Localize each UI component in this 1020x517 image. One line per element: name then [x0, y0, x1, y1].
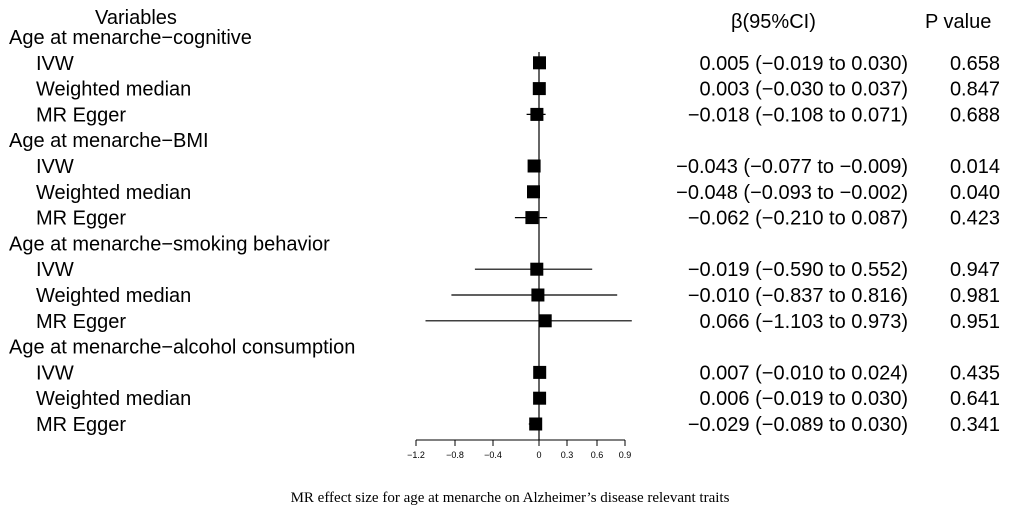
point-estimate — [538, 314, 552, 328]
forest-rows: Age at menarche−cognitive IVW 0.005 (−0.01… — [9, 27, 1000, 436]
group-label: Age at menarche−cognitive — [9, 27, 252, 49]
method-label: Weighted median — [36, 79, 191, 101]
p-value: 0.981 — [950, 285, 1000, 307]
header-beta-ci: β(95%CI) — [731, 11, 816, 33]
method-label: Weighted median — [36, 182, 191, 204]
p-value: 0.947 — [950, 259, 1000, 281]
beta-ci-value: 0.007 (−0.010 to 0.024) — [700, 362, 909, 384]
p-value: 0.040 — [950, 182, 1000, 204]
point-estimate — [527, 159, 541, 173]
beta-ci-value: −0.043 (−0.077 to −0.009) — [676, 156, 908, 178]
point-estimate — [530, 262, 544, 276]
header-p-value: P value — [925, 11, 991, 33]
p-value: 0.658 — [950, 53, 1000, 75]
point-estimate — [530, 107, 544, 121]
beta-ci-value: −0.019 (−0.590 to 0.552) — [688, 259, 908, 281]
group-label: Age at menarche−BMI — [9, 130, 209, 152]
header-variables: Variables — [95, 7, 177, 29]
point-estimate — [525, 211, 539, 225]
beta-ci-value: 0.006 (−0.019 to 0.030) — [700, 388, 909, 410]
method-label: IVW — [36, 156, 74, 178]
beta-ci-value: −0.018 (−0.108 to 0.071) — [688, 104, 908, 126]
p-value: 0.423 — [950, 208, 1000, 230]
method-label: Weighted median — [36, 285, 191, 307]
beta-ci-value: −0.010 (−0.837 to 0.816) — [688, 285, 908, 307]
method-label: IVW — [36, 259, 74, 281]
p-value: 0.847 — [950, 79, 1000, 101]
beta-ci-value: 0.066 (−1.103 to 0.973) — [700, 311, 909, 333]
method-label: MR Egger — [36, 414, 126, 436]
point-estimate — [527, 185, 540, 199]
p-value: 0.641 — [950, 388, 1000, 410]
x-tick-label: 0.3 — [561, 450, 574, 460]
p-value: 0.341 — [950, 414, 1000, 436]
beta-ci-value: −0.029 (−0.089 to 0.030) — [688, 414, 908, 436]
point-estimate — [533, 365, 547, 379]
x-tick-label: −1.2 — [407, 450, 425, 460]
x-tick-label: 0.6 — [591, 450, 604, 460]
x-tick-label: −0.4 — [484, 450, 502, 460]
group-label: Age at menarche−alcohol consumption — [9, 337, 355, 359]
x-axis: −1.2 −0.8 −0.4 0 0.3 0.6 0.9 — [407, 52, 631, 460]
figure-caption: MR effect size for age at menarche on Al… — [291, 490, 730, 506]
method-label: MR Egger — [36, 208, 126, 230]
beta-ci-value: 0.003 (−0.030 to 0.037) — [700, 79, 909, 101]
method-label: IVW — [36, 362, 74, 384]
beta-ci-value: 0.005 (−0.019 to 0.030) — [700, 53, 909, 75]
method-label: IVW — [36, 53, 74, 75]
p-value: 0.951 — [950, 311, 1000, 333]
x-tick-label: 0 — [536, 450, 541, 460]
x-tick-label: 0.9 — [619, 450, 632, 460]
group-label: Age at menarche−smoking behavior — [9, 233, 330, 255]
x-tick-label: −0.8 — [446, 450, 464, 460]
p-value: 0.688 — [950, 104, 1000, 126]
p-value: 0.435 — [950, 362, 1000, 384]
method-label: Weighted median — [36, 388, 191, 410]
method-label: MR Egger — [36, 311, 126, 333]
point-estimate — [531, 288, 545, 302]
beta-ci-value: −0.062 (−0.210 to 0.087) — [688, 208, 908, 230]
method-label: MR Egger — [36, 104, 126, 126]
beta-ci-value: −0.048 (−0.093 to −0.002) — [676, 182, 908, 204]
point-estimate — [529, 417, 543, 431]
p-value: 0.014 — [950, 156, 1000, 178]
